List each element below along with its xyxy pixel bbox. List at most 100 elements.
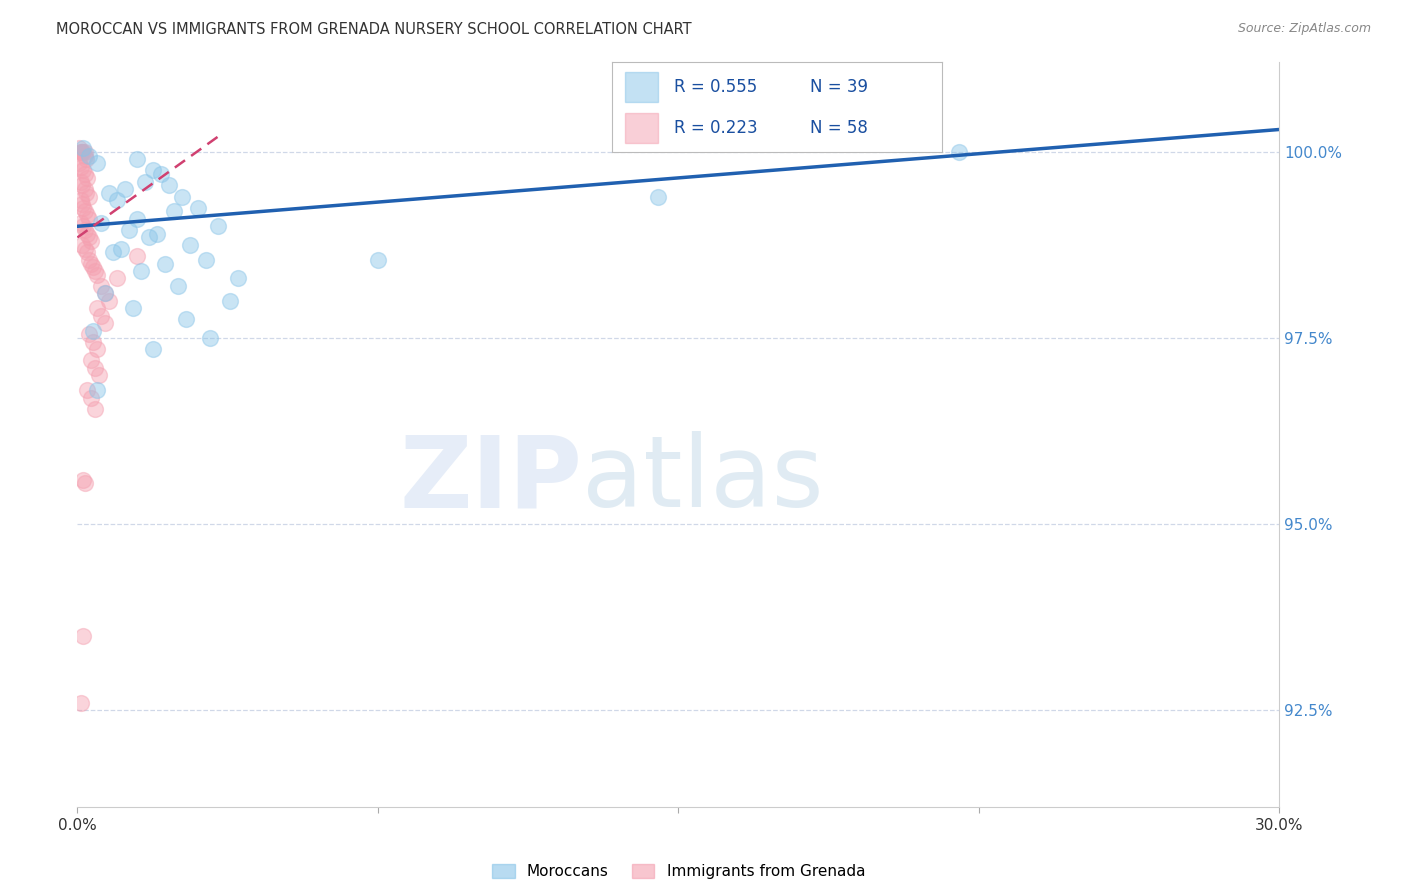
Point	[70, 145, 93, 159]
Point	[103, 245, 125, 260]
Text: MOROCCAN VS IMMIGRANTS FROM GRENADA NURSERY SCHOOL CORRELATION CHART: MOROCCAN VS IMMIGRANTS FROM GRENADA NURS…	[56, 22, 692, 37]
Point	[70, 696, 93, 710]
Point	[75, 153, 97, 167]
Point	[80, 256, 103, 270]
Point	[90, 216, 112, 230]
Point	[80, 353, 103, 368]
Point	[75, 167, 97, 181]
Point	[86, 301, 108, 316]
Point	[77, 189, 100, 203]
Point	[94, 286, 117, 301]
Point	[69, 145, 91, 159]
Point	[69, 175, 91, 189]
Text: R = 0.555: R = 0.555	[675, 78, 758, 96]
Point	[107, 193, 129, 207]
Point	[162, 204, 184, 219]
Point	[179, 238, 201, 252]
Point	[226, 271, 249, 285]
Point	[150, 167, 173, 181]
Point	[72, 201, 94, 215]
Point	[107, 271, 129, 285]
Point	[118, 223, 141, 237]
Point	[79, 327, 101, 342]
Point	[75, 204, 97, 219]
Point	[127, 249, 149, 263]
Point	[114, 182, 136, 196]
Point	[84, 264, 107, 278]
Point	[80, 234, 103, 248]
Text: R = 0.223: R = 0.223	[675, 119, 758, 137]
Point	[142, 342, 165, 356]
Point	[131, 264, 153, 278]
Point	[70, 216, 93, 230]
Point	[110, 242, 132, 256]
Point	[138, 230, 160, 244]
Point	[86, 342, 108, 356]
Point	[76, 170, 98, 185]
Point	[72, 219, 94, 234]
Point	[187, 201, 209, 215]
Point	[170, 189, 193, 203]
Point	[79, 252, 101, 267]
Point	[82, 260, 104, 275]
Legend: Moroccans, Immigrants from Grenada: Moroccans, Immigrants from Grenada	[485, 858, 872, 885]
Point	[75, 223, 97, 237]
Point	[67, 141, 90, 155]
Point	[76, 383, 98, 397]
Text: N = 39: N = 39	[810, 78, 868, 96]
Point	[72, 141, 94, 155]
Point	[84, 401, 107, 416]
Point	[89, 368, 111, 383]
Point	[75, 186, 97, 200]
Point	[70, 197, 93, 211]
Point	[79, 211, 101, 226]
Point	[86, 156, 108, 170]
Point	[82, 324, 104, 338]
Point	[67, 156, 90, 170]
Point	[72, 163, 94, 178]
Point	[647, 189, 669, 203]
Point	[134, 175, 156, 189]
Point	[127, 153, 149, 167]
Point	[155, 256, 177, 270]
Point	[146, 227, 169, 241]
Point	[159, 178, 181, 193]
Text: N = 58: N = 58	[810, 119, 868, 137]
Point	[218, 293, 240, 308]
Point	[142, 163, 165, 178]
Point	[174, 312, 197, 326]
Text: Source: ZipAtlas.com: Source: ZipAtlas.com	[1237, 22, 1371, 36]
Point	[166, 278, 188, 293]
Point	[73, 242, 96, 256]
Point	[76, 227, 98, 241]
Point	[70, 145, 93, 159]
Point	[73, 145, 96, 159]
Point	[75, 476, 97, 491]
Point	[94, 316, 117, 330]
Point	[198, 331, 221, 345]
Point	[69, 193, 91, 207]
Point	[94, 286, 117, 301]
Point	[122, 301, 145, 316]
Point	[127, 211, 149, 226]
Point	[207, 219, 229, 234]
Point	[70, 178, 93, 193]
Point	[84, 360, 107, 375]
Point	[367, 252, 389, 267]
Point	[70, 238, 93, 252]
Point	[73, 182, 96, 196]
Point	[90, 278, 112, 293]
Point	[90, 309, 112, 323]
Point	[80, 391, 103, 405]
Point	[86, 268, 108, 282]
Point	[72, 473, 94, 487]
Text: ZIP: ZIP	[399, 431, 582, 528]
Point	[72, 145, 94, 159]
Point	[79, 230, 101, 244]
Point	[948, 145, 970, 159]
Point	[79, 148, 101, 162]
Point	[98, 293, 121, 308]
Point	[98, 186, 121, 200]
Point	[75, 148, 97, 162]
FancyBboxPatch shape	[624, 72, 658, 102]
